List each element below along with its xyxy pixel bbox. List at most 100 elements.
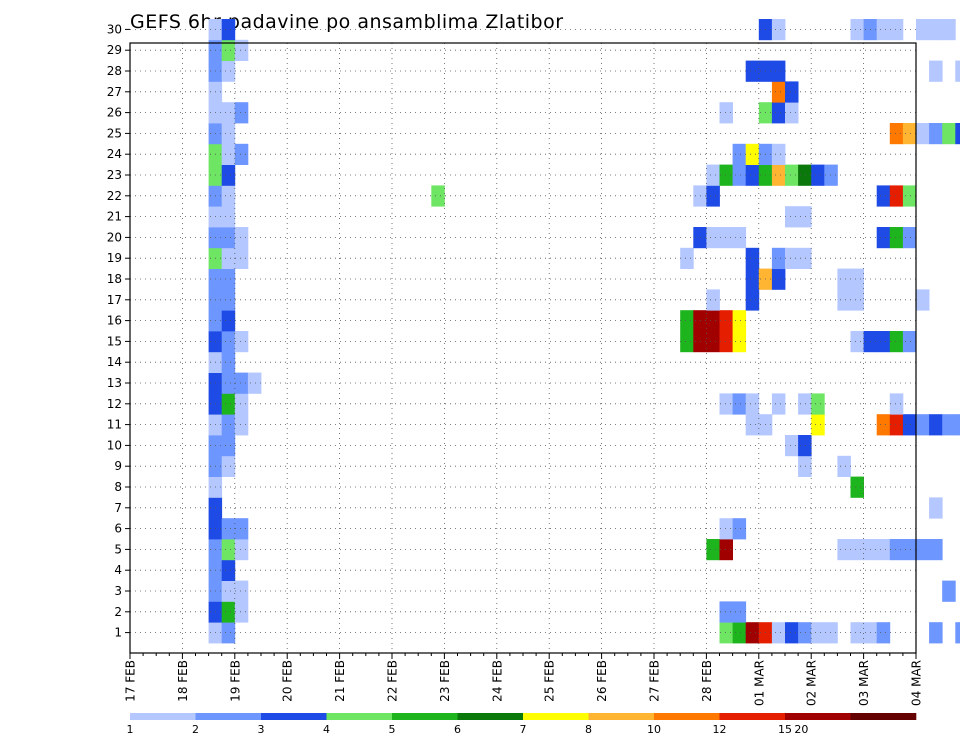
heatmap-cell: [732, 601, 747, 623]
x-tick-label: 24 FEB: [490, 660, 504, 702]
heatmap-cell: [221, 435, 236, 457]
y-tick-label: 22: [107, 189, 122, 203]
heatmap-cell: [876, 19, 891, 41]
heatmap-cell: [732, 164, 747, 186]
heatmap-cell: [811, 393, 825, 415]
heatmap-cell: [221, 393, 236, 415]
colorbar-tick-label: 12: [713, 723, 727, 736]
colorbar-tick-label: 7: [520, 723, 527, 736]
y-tick-label: 15: [107, 334, 122, 348]
heatmap-cell: [732, 143, 747, 165]
heatmap-cell: [719, 622, 733, 644]
heatmap-cell: [876, 331, 891, 353]
colorbar-swatch: [326, 713, 393, 720]
colorbar-tick-label: 3: [258, 723, 265, 736]
heatmap-cell: [719, 102, 733, 124]
heatmap-cell: [798, 622, 812, 644]
colorbar-swatch: [785, 713, 851, 720]
heatmap-cell: [221, 331, 236, 353]
heatmap-cell: [929, 123, 943, 145]
heatmap-cell: [811, 164, 825, 186]
heatmap-cell: [745, 289, 760, 311]
heatmap-cell: [221, 206, 236, 228]
y-tick-label: 19: [107, 251, 122, 265]
colorbar-swatch: [719, 713, 786, 720]
colorbar-tick-label: 4: [323, 723, 330, 736]
heatmap-cell: [850, 539, 864, 561]
heatmap-cell: [221, 372, 236, 394]
y-tick-label: 23: [107, 168, 122, 182]
x-tick-label: 01 MAR: [752, 660, 766, 706]
heatmap-cell: [942, 123, 956, 145]
x-tick-label: 20 FEB: [281, 660, 295, 702]
colorbar-tick-label: 2: [192, 723, 199, 736]
x-tick-label: 02 MAR: [805, 660, 819, 706]
y-tick-label: 10: [107, 438, 122, 452]
heatmap-cell: [221, 559, 236, 581]
grid-lines: [130, 28, 916, 653]
heatmap-cell: [929, 622, 943, 644]
heatmap-cell: [929, 539, 943, 561]
heatmap-cell: [719, 539, 733, 561]
colorbar: 1 2 3 4 5 6 7 8 10 12 15 20: [127, 713, 917, 736]
y-tick-label: 25: [107, 126, 122, 140]
heatmap-cell: [902, 123, 917, 145]
y-axis: 1234567891011121314151617181920212223242…: [107, 22, 130, 640]
heatmap-cell: [234, 539, 249, 561]
heatmap-cell: [234, 143, 249, 165]
heatmap-cell: [234, 39, 249, 61]
y-tick-label: 2: [114, 605, 122, 619]
heatmap-cell: [234, 227, 249, 249]
heatmap-cell: [889, 393, 904, 415]
y-tick-label: 12: [107, 397, 122, 411]
colorbar-swatch: [588, 713, 655, 720]
heatmap-cell: [221, 268, 236, 290]
heatmap-cell: [929, 414, 943, 436]
heatmap-cell: [234, 247, 249, 269]
heatmap-cell: [221, 60, 236, 82]
heatmap-cell: [771, 247, 786, 269]
colorbar-tick-label: 6: [454, 723, 461, 736]
heatmap-cell: [745, 164, 760, 186]
heatmap-cell: [745, 268, 760, 290]
heatmap-cell: [902, 185, 917, 207]
heatmap-cell: [221, 622, 236, 644]
heatmap-cell: [850, 19, 864, 41]
x-tick-label: 18 FEB: [176, 660, 190, 702]
heatmap-cell: [916, 19, 930, 41]
heatmap-cell: [850, 331, 864, 353]
heatmap-cell: [902, 227, 917, 249]
colorbar-tick-label: 10: [647, 723, 661, 736]
y-tick-label: 3: [114, 584, 122, 598]
heatmap-cell: [431, 185, 445, 207]
heatmap-cell: [221, 123, 236, 145]
heatmap-cell: [771, 60, 786, 82]
heatmap-cell: [234, 393, 249, 415]
heatmap-cell: [771, 81, 786, 103]
heatmap-cell: [942, 19, 956, 41]
heatmap-cell: [771, 393, 786, 415]
x-tick-label: 27 FEB: [648, 660, 662, 702]
heatmap-cell: [732, 310, 747, 332]
heatmap-cell: [876, 539, 891, 561]
heatmap-cell: [785, 164, 799, 186]
heatmap-cell: [955, 123, 960, 145]
heatmap-cell: [221, 227, 236, 249]
heatmap-cell: [234, 372, 249, 394]
y-tick-label: 9: [114, 459, 122, 473]
x-axis: 17 FEB 18 FEB 19 FEB 20 FEB 21 FEB 22 FEB 23 F…: [124, 653, 924, 706]
heatmap-cell: [706, 289, 720, 311]
colorbar-swatch: [195, 713, 262, 720]
y-tick-label: 21: [107, 210, 122, 224]
heatmap-cell: [798, 206, 812, 228]
x-tick-label: 26 FEB: [595, 660, 609, 702]
heatmap-cell: [798, 435, 812, 457]
heatmap-cell: [889, 414, 904, 436]
heatmap-cell: [719, 393, 733, 415]
heatmap-cell: [785, 102, 799, 124]
heatmap-cell: [811, 622, 825, 644]
y-tick-label: 26: [107, 106, 122, 120]
colorbar-swatch: [523, 713, 589, 720]
heatmap-cell: [955, 60, 960, 82]
heatmap-cell: [771, 622, 786, 644]
